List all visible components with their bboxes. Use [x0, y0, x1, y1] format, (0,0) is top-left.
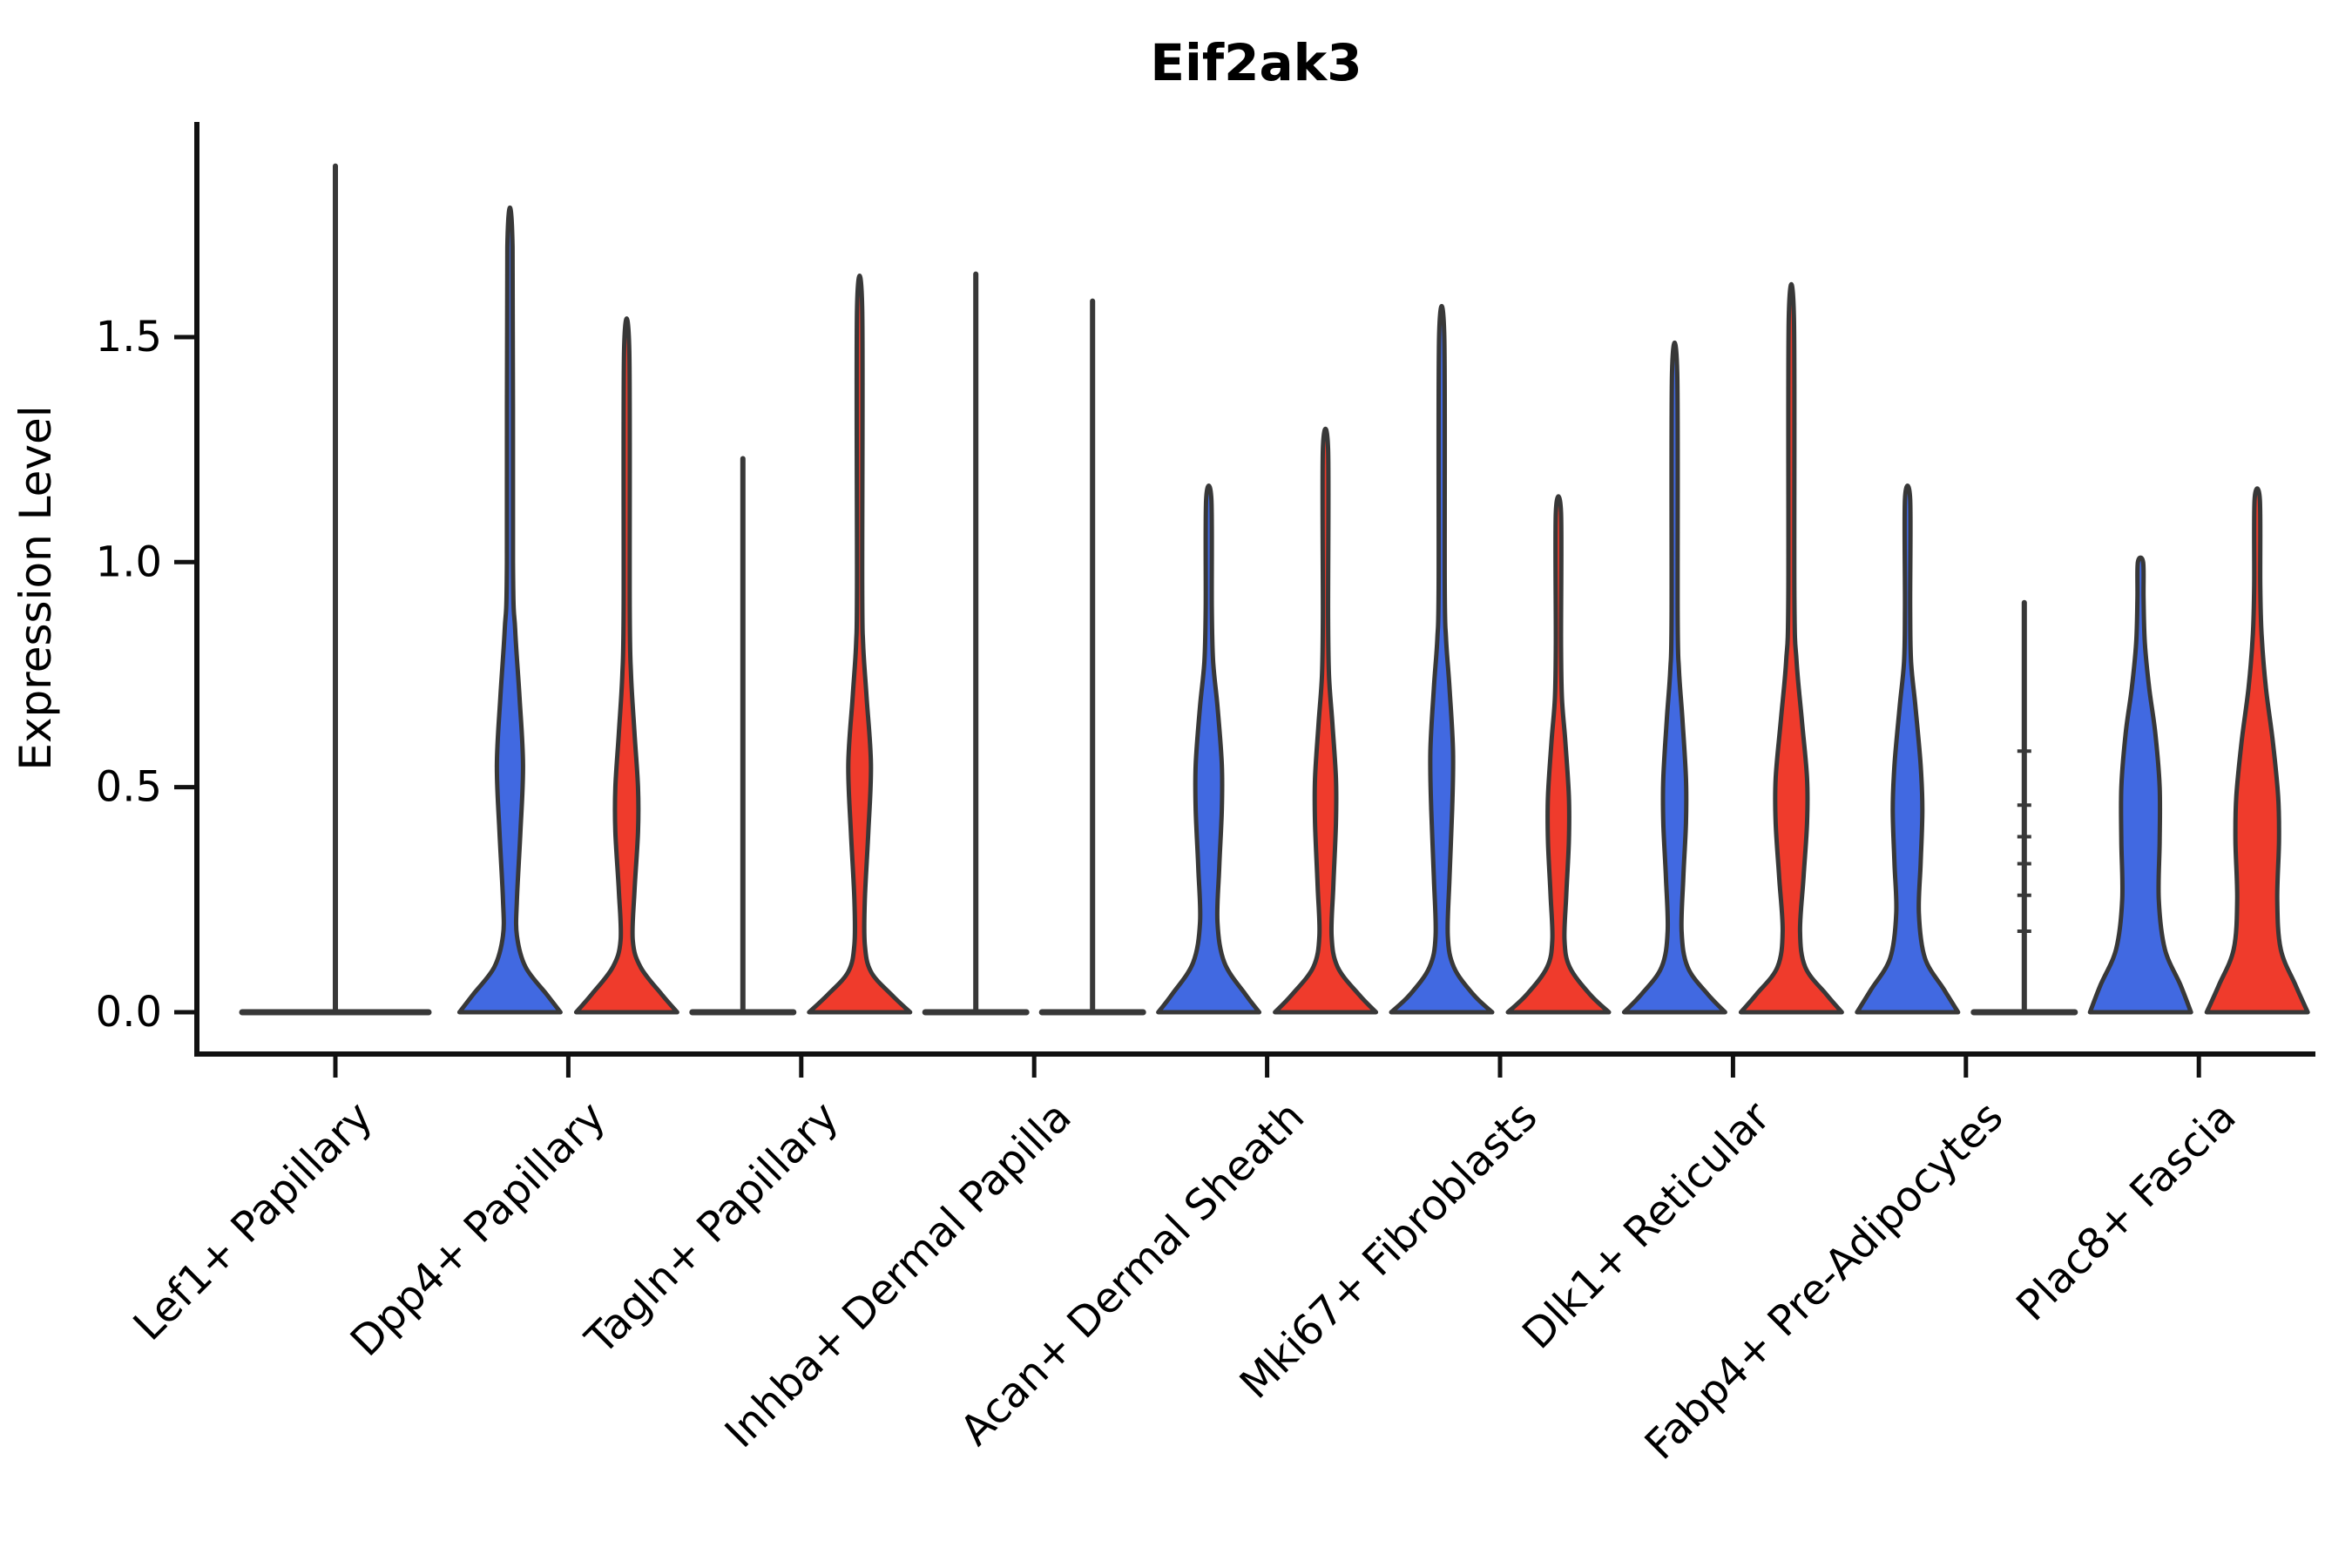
y-tick-label: 1.0 [96, 537, 162, 586]
violin-dpp4-papillary-blue [456, 205, 563, 1015]
violin-plac8-fascia-blue [2087, 555, 2193, 1015]
chart-title: Eif2ak3 [1150, 33, 1362, 92]
violin-dpp4-papillary-red [573, 316, 679, 1015]
violin-mki67-fibroblasts-blue [1389, 303, 1495, 1015]
violin-acan-dermal-sheath-blue [1156, 483, 1262, 1015]
y-tick-label: 0.0 [96, 988, 162, 1037]
violin-acan-dermal-sheath-red [1273, 427, 1379, 1015]
axes-layer [194, 122, 2315, 1057]
violin-mki67-fibroblasts-red [1505, 494, 1612, 1015]
y-tick-label: 0.5 [96, 763, 162, 812]
x-tick-label-plac8-fascia: Plac8+ Fascia [2007, 1092, 2246, 1331]
violin-tagln-papillary-red [807, 274, 913, 1015]
x-tick-label-dpp4-papillary: Dpp4+ Papillary [341, 1092, 615, 1366]
violin-dlk1-reticular-blue [1621, 340, 1727, 1015]
y-tick-label: 1.5 [96, 313, 162, 362]
y-tick-labels: 0.0 0.5 1.0 1.5 [96, 313, 197, 1037]
y-axis-label: Expression Level [10, 405, 61, 770]
violin-fabp4-pre-adipocytes-blue [1855, 483, 1961, 1015]
violin-plac8-fascia-red [2204, 486, 2310, 1015]
x-tick-label-lef1-papillary: Lef1+ Papillary [125, 1092, 382, 1350]
x-tick-label-tagln-papillary: Tagln+ Papillary [576, 1092, 848, 1364]
violin-dlk1-reticular-red [1738, 282, 1844, 1015]
violins-layer [239, 163, 2310, 1016]
x-tick-label-dlk1-reticular: Dlk1+ Reticular [1513, 1092, 1780, 1359]
